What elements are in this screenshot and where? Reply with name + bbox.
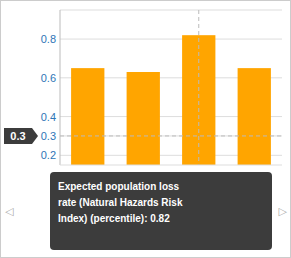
tick-label: 0.6 (41, 72, 56, 84)
value-flag (4, 128, 38, 144)
axis-top (60, 10, 282, 11)
y-axis (60, 10, 61, 165)
nav-prev[interactable]: ◁ (5, 205, 14, 218)
grid-line (60, 39, 282, 40)
value-flag-label: 0.3 (10, 130, 25, 142)
bar (238, 68, 271, 165)
highlight-line-v (198, 10, 199, 165)
tick-label: 0.3 (41, 130, 56, 142)
tooltip-text: Expected population lossrate (Natural Ha… (58, 181, 183, 224)
bar (127, 72, 160, 165)
bar (71, 68, 104, 165)
tick-label: 0.2 (41, 149, 56, 161)
bars (71, 35, 271, 165)
tick-label: 0.4 (41, 111, 56, 123)
nav-next[interactable]: ▷ (279, 205, 288, 218)
tick-label: 0.8 (41, 33, 56, 45)
tooltip-box (50, 172, 272, 250)
chart: 0.2 0.3 0.4 0.6 0.8 0.3 Expected population lo… (0, 0, 291, 258)
highlight-line-h (60, 135, 282, 136)
x-axis (60, 165, 282, 166)
border (1, 1, 291, 258)
